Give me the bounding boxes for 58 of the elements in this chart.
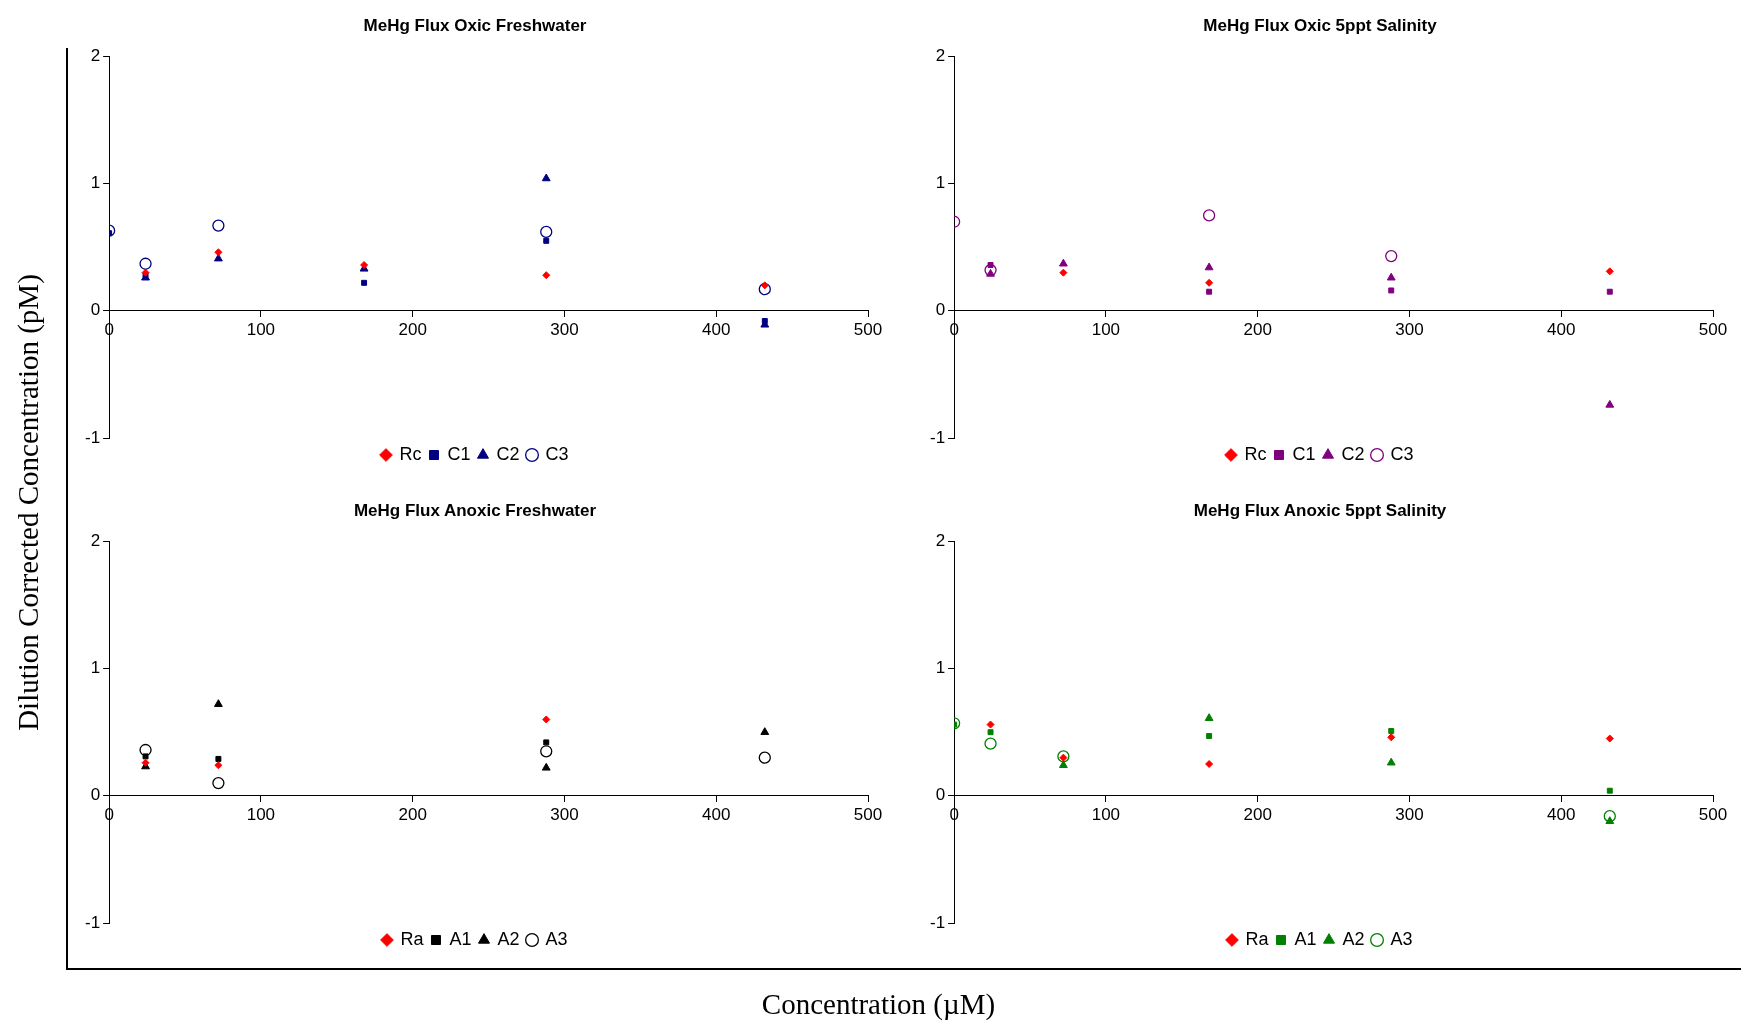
y-tick-label: 0 <box>935 785 946 805</box>
legend-label: A1 <box>1294 928 1317 949</box>
x-tick-label: 200 <box>398 804 427 824</box>
x-tick-label: 300 <box>1395 804 1424 824</box>
legend-label: C3 <box>1390 443 1414 464</box>
x-tick-label: 400 <box>702 319 731 339</box>
legend-label: A3 <box>1390 928 1413 949</box>
y-tick-label: 1 <box>90 173 101 193</box>
x-tick-label: 300 <box>1395 319 1424 339</box>
x-tick-label: 300 <box>550 319 579 339</box>
y-tick-label: -1 <box>929 912 946 932</box>
y-axis-title: Dilution Corrected Concentration (pM) <box>11 273 45 733</box>
y-tick-label: 1 <box>90 658 101 678</box>
y-tick-label: 0 <box>90 300 101 320</box>
legend-label: Ra <box>400 928 425 949</box>
legend-label: C2 <box>1341 443 1365 464</box>
x-tick-label: 500 <box>853 319 883 339</box>
chart-title: MeHg Flux Anoxic Freshwater <box>353 500 597 520</box>
legend-label: C1 <box>1292 443 1316 464</box>
legend-label: C1 <box>447 443 471 464</box>
x-tick-label: 400 <box>1547 319 1576 339</box>
y-tick-label: 2 <box>90 46 101 66</box>
x-tick-label: 400 <box>1547 804 1576 824</box>
y-tick-label: 2 <box>935 46 946 66</box>
x-tick-label: 100 <box>246 319 276 339</box>
x-tick-label: 500 <box>1698 319 1728 339</box>
y-tick-label: 2 <box>90 531 101 551</box>
x-tick-label: 200 <box>398 319 427 339</box>
y-tick-label: -1 <box>84 427 101 447</box>
x-tick-label: 500 <box>853 804 883 824</box>
chart-title: MeHg Flux Oxic Freshwater <box>363 15 587 35</box>
x-tick-label: 100 <box>1091 804 1121 824</box>
y-tick-label: 1 <box>935 173 946 193</box>
legend-label: C3 <box>545 443 569 464</box>
legend-label: A3 <box>545 928 568 949</box>
y-tick-label: 0 <box>935 300 946 320</box>
x-tick-label: 400 <box>702 804 731 824</box>
legend-label: Ra <box>1245 928 1270 949</box>
chart-title: MeHg Flux Anoxic 5ppt Salinity <box>1193 500 1447 520</box>
chart-title: MeHg Flux Oxic 5ppt Salinity <box>1203 15 1438 35</box>
legend-label: C2 <box>496 443 520 464</box>
x-tick-label: 100 <box>1091 319 1121 339</box>
legend-label: A2 <box>497 928 520 949</box>
legend-label: Rc <box>399 443 422 464</box>
x-tick-label: 200 <box>1243 804 1272 824</box>
x-tick-label: 100 <box>246 804 276 824</box>
x-axis-title: Concentration (µM) <box>760 988 997 1021</box>
legend-label: Rc <box>1244 443 1267 464</box>
y-tick-label: -1 <box>929 427 946 447</box>
y-tick-label: 1 <box>935 658 946 678</box>
legend-label: A2 <box>1342 928 1365 949</box>
x-tick-label: 300 <box>550 804 579 824</box>
y-tick-label: -1 <box>84 912 101 932</box>
x-tick-label: 500 <box>1698 804 1728 824</box>
x-tick-label: 200 <box>1243 319 1272 339</box>
y-tick-label: 2 <box>935 531 946 551</box>
y-tick-label: 0 <box>90 785 101 805</box>
legend-label: A1 <box>449 928 472 949</box>
